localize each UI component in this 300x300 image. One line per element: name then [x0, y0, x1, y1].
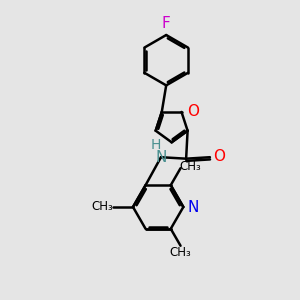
Text: CH₃: CH₃: [170, 246, 191, 259]
Text: N: N: [188, 200, 199, 215]
Text: N: N: [155, 150, 167, 165]
Text: O: O: [187, 104, 199, 119]
Text: CH₃: CH₃: [179, 160, 201, 173]
Text: O: O: [213, 149, 225, 164]
Text: H: H: [151, 138, 161, 152]
Text: CH₃: CH₃: [91, 200, 113, 214]
Text: F: F: [162, 16, 171, 32]
